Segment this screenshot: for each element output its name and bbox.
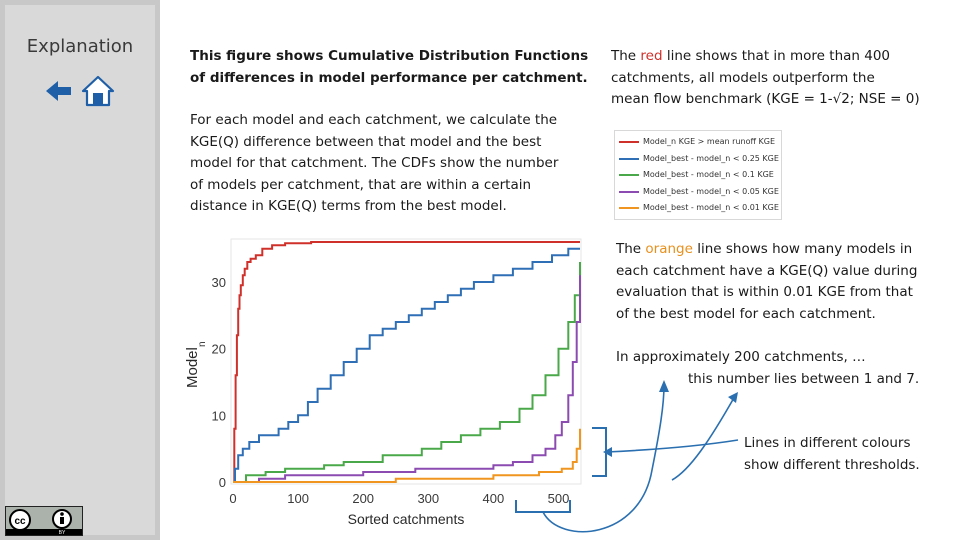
x-tick-label: 400 <box>483 491 505 506</box>
method-text: For each model and each catchment, we ca… <box>190 110 558 218</box>
orange-line-sentence: The orange line shows how many models in <box>616 241 913 257</box>
back-button[interactable] <box>44 76 74 110</box>
y-tick-label: 30 <box>212 275 226 290</box>
y-axis-label-subscript: n <box>197 341 208 347</box>
method-line: For each model and each catchment, we ca… <box>190 112 558 128</box>
legend-item: Model_best - model_n < 0.25 KGE <box>619 152 779 166</box>
legend-swatch <box>619 207 639 209</box>
legend-swatch <box>619 174 639 176</box>
legend-item: Model_best - model_n < 0.05 KGE <box>619 185 779 199</box>
approx-line-2: this number lies between 1 and 7. <box>688 371 920 387</box>
cc-by-license-icon: cc BY <box>5 506 83 536</box>
orange-line-text: The orange line shows how many models in… <box>616 239 917 325</box>
sidebar-panel <box>5 5 155 535</box>
red-line-2: catchments, all models outperform the <box>611 69 875 86</box>
legend-label: Model_best - model_n < 0.25 KGE <box>643 153 779 163</box>
arrow-from-approx <box>671 395 736 481</box>
series-line-4 <box>233 428 581 483</box>
red-line-3: mean flow benchmark (KGE = 1-√2; NSE = 0… <box>611 91 920 107</box>
arrow-to-approx <box>542 384 665 533</box>
y-tick-label: 20 <box>212 342 226 357</box>
legend-item: Model_best - model_n < 0.1 KGE <box>619 168 779 182</box>
legend-label: Model_n KGE > mean runoff KGE <box>643 137 776 146</box>
plot-area <box>230 238 582 485</box>
legend-swatch <box>619 157 639 160</box>
red-line-sentence: The red line shows that in more than 400 <box>611 48 891 64</box>
red-word: red <box>640 48 663 64</box>
approx-line-1: In approximately 200 catchments, … <box>616 349 866 365</box>
y-tick-label: 10 <box>212 408 226 423</box>
intro-line-1: This figure shows Cumulative Distributio… <box>190 48 589 64</box>
colours-line-2: show different thresholds. <box>744 456 920 473</box>
series-line-1 <box>233 247 580 483</box>
x-tick-label: 0 <box>229 491 236 506</box>
orange-line-3: evaluation that is within 0.01 KGE from … <box>616 284 913 300</box>
home-button[interactable] <box>80 74 116 112</box>
arrowhead <box>728 392 738 403</box>
orange-line-4: of the best model for each catchment. <box>616 305 876 322</box>
series-line-2 <box>233 262 581 483</box>
x-tick-label: 500 <box>548 491 570 506</box>
colours-text: Lines in different colours show differen… <box>744 433 920 476</box>
chart-legend: Model_n KGE > mean runoff KGE Model_best … <box>614 130 782 220</box>
intro-text: This figure shows Cumulative Distributio… <box>190 46 588 89</box>
bottom-bracket <box>515 500 571 513</box>
svg-text:cc: cc <box>14 516 26 527</box>
orange-line-2: each catchment have a KGE(Q) value durin… <box>616 262 918 279</box>
series-line-0 <box>233 241 580 483</box>
x-tick-label: 200 <box>352 491 374 506</box>
legend-item: Model_n KGE > mean runoff KGE <box>619 135 779 149</box>
legend-item: Model_best - model_n < 0.01 KGE <box>619 201 779 215</box>
method-line: KGE(Q) difference between that model and… <box>190 133 542 150</box>
sidebar-title: Explanation <box>26 36 134 57</box>
x-tick-label: 100 <box>287 491 309 506</box>
method-line: distance in KGE(Q) terms from the best m… <box>190 198 507 214</box>
orange-word: orange <box>645 241 693 257</box>
legend-swatch <box>619 190 639 193</box>
red-line-text: The red line shows that in more than 400… <box>611 46 920 111</box>
bracket-annotation <box>592 427 607 477</box>
legend-label: Model_best - model_n < 0.05 KGE <box>643 186 779 196</box>
y-tick-label: 0 <box>219 475 226 490</box>
arrow-to-colours <box>605 439 739 453</box>
home-icon[interactable] <box>80 74 116 108</box>
method-line: of models per catchment, that are within… <box>190 176 532 193</box>
y-axis-label: Model <box>184 347 201 388</box>
arrowhead <box>659 380 669 392</box>
legend-swatch <box>619 141 639 143</box>
sidebar: Explanation cc BY <box>0 0 160 540</box>
series-line-3 <box>233 275 581 483</box>
intro-line-2: of differences in model performance per … <box>190 69 588 86</box>
x-axis-label: Sorted catchments <box>348 511 465 527</box>
arrow-left-icon[interactable] <box>44 76 74 106</box>
legend-label: Model_best - model_n < 0.01 KGE <box>643 203 779 212</box>
x-tick-label: 300 <box>417 491 439 506</box>
arrowhead <box>603 447 612 457</box>
svg-text:BY: BY <box>59 530 66 535</box>
legend-label: Model_best - model_n < 0.1 KGE <box>643 170 774 179</box>
method-line: model for that catchment. The CDFs show … <box>190 155 559 171</box>
colours-line-1: Lines in different colours <box>744 435 911 451</box>
